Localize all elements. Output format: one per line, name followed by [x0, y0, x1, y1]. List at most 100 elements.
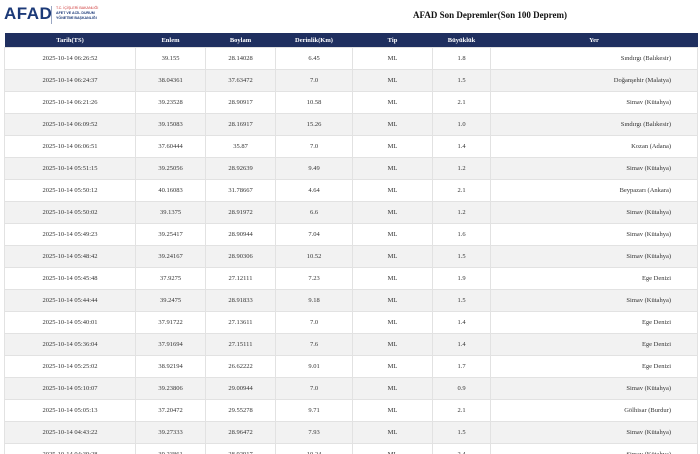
table-cell: 39.23528 — [135, 91, 206, 114]
table-cell: ML — [352, 399, 433, 422]
table-cell: 2025-10-14 05:25:02 — [4, 355, 136, 378]
column-header: Boylam — [205, 33, 276, 48]
table-cell: 1.0 — [432, 113, 491, 136]
table-cell: 28.90944 — [205, 223, 276, 246]
table-cell: Doğanşehir (Malatya) — [490, 69, 698, 92]
table-cell: ML — [352, 377, 433, 400]
table-row: 2025-10-14 05:50:02 39.1375 28.91972 6.6 ML 1… — [4, 201, 698, 224]
table-cell: 28.91972 — [205, 201, 276, 224]
column-header: Tip — [352, 33, 433, 48]
table-cell: 6.6 — [275, 201, 353, 224]
table-row: 2025-10-14 06:06:51 37.60444 35.87 7.0 ML 1.4… — [4, 135, 698, 158]
table-cell: 1.9 — [432, 267, 491, 290]
table-cell: Simav (Kütahya) — [490, 443, 698, 454]
table-cell: 1.5 — [432, 421, 491, 444]
table-cell: 26.62222 — [205, 355, 276, 378]
table-row: 2025-10-14 05:45:48 37.9275 27.12111 7.23 ML… — [4, 267, 698, 290]
table-cell: 1.2 — [432, 157, 491, 180]
table-cell: 10.58 — [275, 91, 353, 114]
table-row: 2025-10-14 05:50:12 40.16083 31.78667 4.64 M… — [4, 179, 698, 202]
table-cell: 28.14028 — [205, 47, 276, 70]
table-cell: 9.18 — [275, 289, 353, 312]
table-row: 2025-10-14 04:39:2839.2386128.9291710.24… — [4, 443, 698, 454]
table-cell: 2025-10-14 06:24:37 — [4, 69, 136, 92]
table-cell: 37.63472 — [205, 69, 276, 92]
table-cell: 37.91722 — [135, 311, 206, 334]
table-container: Tarih(TS) Enlem Boylam Derinlik(Km) Tip Büyük… — [4, 33, 698, 454]
table-cell: 39.24167 — [135, 245, 206, 268]
table-cell: 1.4 — [432, 333, 491, 356]
table-cell: 39.27333 — [135, 421, 206, 444]
table-cell: Sındırgı (Balıkesir) — [490, 113, 698, 136]
table-cell: 35.87 — [205, 135, 276, 158]
table-cell: 28.92639 — [205, 157, 276, 180]
table-cell: Simav (Kütahya) — [490, 377, 698, 400]
table-cell: Sındırgı (Balıkesir) — [490, 47, 698, 70]
table-cell: 28.90306 — [205, 245, 276, 268]
table-cell: 27.15111 — [205, 333, 276, 356]
header: AFAD T.C. İÇİŞLERİ BAKANLIĞI AFET VE ACİ… — [0, 0, 700, 32]
table-cell: 1.5 — [432, 69, 491, 92]
table-cell: ML — [352, 201, 433, 224]
table-row: 2025-10-14 06:24:37 38.04361 37.63472 7.0 ML… — [4, 69, 698, 92]
table-cell: 2.1 — [432, 399, 491, 422]
earthquake-table: Tarih(TS) Enlem Boylam Derinlik(Km) Tip Büyük… — [4, 33, 698, 454]
table-cell: Ege Denizi — [490, 267, 698, 290]
table-cell: 31.78667 — [205, 179, 276, 202]
table-cell: 7.0 — [275, 377, 353, 400]
table-cell: 39.23806 — [135, 377, 206, 400]
table-cell: Ege Denizi — [490, 333, 698, 356]
table-cell: 28.91833 — [205, 289, 276, 312]
table-cell: 2025-10-14 04:39:28 — [4, 443, 136, 454]
table-row: 2025-10-14 05:25:02 38.92194 26.62222 9.01 M… — [4, 355, 698, 378]
table-cell: 2025-10-14 05:51:15 — [4, 157, 136, 180]
table-cell: Ege Denizi — [490, 355, 698, 378]
table-cell: 27.13611 — [205, 311, 276, 334]
table-cell: 37.20472 — [135, 399, 206, 422]
table-cell: Simav (Kütahya) — [490, 289, 698, 312]
table-cell: 39.15083 — [135, 113, 206, 136]
org-line: T.C. İÇİŞLERİ BAKANLIĞI — [56, 6, 99, 10]
table-cell: 4.64 — [275, 179, 353, 202]
table-cell: 40.16083 — [135, 179, 206, 202]
table-cell: ML — [352, 311, 433, 334]
table-cell: ML — [352, 289, 433, 312]
table-row: 2025-10-14 05:44:44 39.2475 28.91833 9.18 ML… — [4, 289, 698, 312]
column-header: Derinlik(Km) — [275, 33, 353, 48]
table-row: 2025-10-14 05:05:13 37.20472 29.55278 9.71 M… — [4, 399, 698, 422]
table-cell: Simav (Kütahya) — [490, 201, 698, 224]
table-cell: 2025-10-14 04:43:22 — [4, 421, 136, 444]
table-cell: ML — [352, 443, 433, 454]
table-cell: 2025-10-14 06:09:52 — [4, 113, 136, 136]
table-row: 2025-10-14 06:21:26 39.23528 28.90917 10.58… — [4, 91, 698, 114]
table-row: 2025-10-14 06:09:52 39.15083 28.16917 15.26… — [4, 113, 698, 136]
table-cell: 28.92917 — [205, 443, 276, 454]
table-cell: 9.01 — [275, 355, 353, 378]
table-cell: 2025-10-14 05:45:48 — [4, 267, 136, 290]
table-cell: 2025-10-14 06:06:51 — [4, 135, 136, 158]
page-title: AFAD Son Depremler(Son 100 Deprem) — [413, 10, 567, 20]
table-cell: 39.2475 — [135, 289, 206, 312]
table-cell: Simav (Kütahya) — [490, 91, 698, 114]
table-cell: 1.2 — [432, 201, 491, 224]
header-row: Tarih(TS) Enlem Boylam Derinlik(Km) Tip Büyük… — [4, 33, 698, 48]
table-cell: ML — [352, 333, 433, 356]
table-row: 2025-10-14 05:51:15 39.25056 28.92639 9.49 M… — [4, 157, 698, 180]
table-cell: 7.6 — [275, 333, 353, 356]
org-name: T.C. İÇİŞLERİ BAKANLIĞI AFET VE ACİL DUR… — [56, 6, 98, 21]
table-body: 2025-10-14 06:26:52 39.155 28.14028 6.45 ML 1… — [4, 47, 698, 454]
table-cell: 29.00944 — [205, 377, 276, 400]
table-cell: 2.1 — [432, 179, 491, 202]
table-cell: 27.12111 — [205, 267, 276, 290]
logo: AFAD — [4, 4, 53, 23]
table-cell: 9.49 — [275, 157, 353, 180]
column-header: Enlem — [135, 33, 206, 48]
table-cell: 2025-10-14 05:44:44 — [4, 289, 136, 312]
table-cell: 9.71 — [275, 399, 353, 422]
table-cell: 7.23 — [275, 267, 353, 290]
table-cell: 2025-10-14 05:36:04 — [4, 333, 136, 356]
table-cell: ML — [352, 157, 433, 180]
table-cell: 38.04361 — [135, 69, 206, 92]
table-cell: ML — [352, 135, 433, 158]
table-cell: ML — [352, 245, 433, 268]
